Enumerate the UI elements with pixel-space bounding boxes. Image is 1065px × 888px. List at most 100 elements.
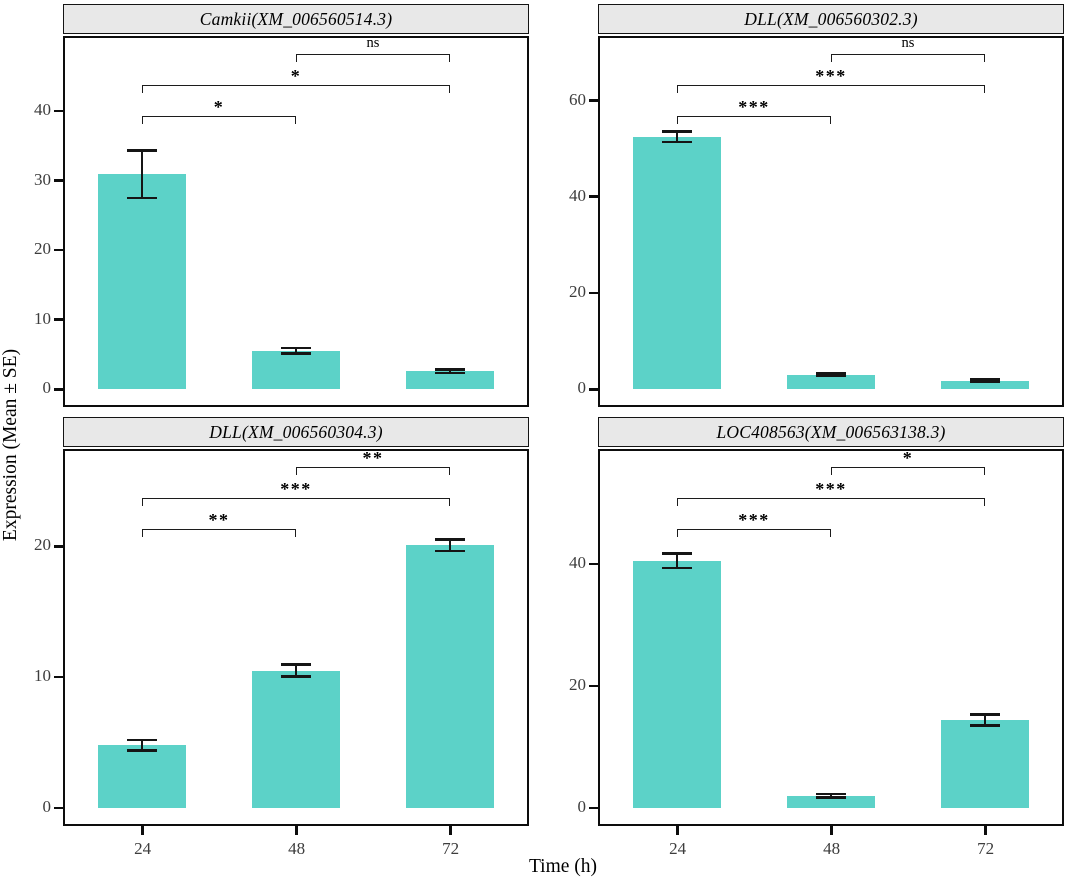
significance-label: **: [362, 447, 384, 468]
error-bar-cap: [816, 372, 846, 375]
significance-label: ***: [738, 96, 770, 117]
facet-dll-304: DLL(XM_006560304.3) 0 10 20 ** *** ** 24 48 72: [34, 417, 529, 870]
error-bar-line: [295, 348, 297, 354]
error-bar-cap: [662, 140, 692, 144]
significance-bracket-end: [831, 54, 833, 62]
facet-strip: DLL(XM_006560302.3): [598, 4, 1064, 34]
y-axis-tick: [588, 806, 598, 810]
significance-label: *: [213, 96, 225, 117]
y-axis-tick-label: 10: [34, 666, 51, 686]
error-bar-line: [295, 664, 297, 677]
error-bar-cap: [435, 368, 465, 371]
error-bar-cap: [281, 346, 311, 350]
y-axis-tick-label: 20: [34, 535, 51, 555]
significance-label: ***: [815, 478, 847, 499]
bar-24h: [98, 174, 186, 390]
significance-bracket-end: [677, 116, 679, 124]
error-bar-cap: [127, 749, 157, 752]
significance-label: *: [902, 447, 914, 468]
significance-bracket: [677, 529, 831, 531]
error-bar-line: [449, 369, 451, 373]
significance-bracket-end: [983, 85, 985, 93]
bar-24h: [633, 136, 721, 390]
significance-label: ***: [280, 478, 312, 499]
y-axis-tick: [53, 545, 63, 548]
error-bar-cap: [816, 792, 846, 796]
significance-bracket: [677, 498, 985, 500]
bar-72h: [406, 371, 494, 390]
y-axis-tick-label: 30: [34, 169, 51, 189]
y-axis-tick: [588, 291, 598, 295]
y-axis-tick-label: 40: [569, 553, 586, 573]
significance-bracket-end: [294, 529, 296, 537]
y-axis-tick: [588, 562, 598, 566]
plot-panel: 0 20 40 * *** ***: [569, 447, 1064, 826]
error-bar-cap: [435, 537, 465, 541]
significance-bracket-end: [448, 54, 450, 62]
plot-panel: 0 20 40 60 ns *** ***: [569, 35, 1064, 407]
significance-label: *: [290, 65, 302, 86]
bar-72h: [941, 720, 1029, 808]
significance-label: ***: [738, 509, 770, 530]
significance-bracket: [831, 54, 985, 56]
x-axis: 24 48 72: [63, 826, 529, 870]
y-axis-tick-label: 0: [42, 797, 52, 817]
error-bar-cap: [970, 378, 1000, 381]
x-axis: 24 48 72: [598, 826, 1064, 870]
significance-bracket-end: [142, 116, 144, 124]
y-axis-tick: [53, 179, 63, 182]
significance-bracket-end: [829, 116, 831, 124]
y-axis-tick-label: 20: [34, 239, 51, 259]
significance-bracket-end: [677, 498, 679, 506]
error-bar-cap: [970, 380, 1000, 383]
facet-title: Camkii(XM_006560514.3): [199, 8, 393, 29]
facet-dll-302: DLL(XM_006560302.3) 0 20 40 60 ns *** ***: [569, 4, 1064, 407]
error-bar-cap: [970, 724, 1000, 727]
significance-bracket-end: [448, 85, 450, 93]
x-axis-tick-label: 24: [134, 839, 152, 858]
y-axis-tick-label: 40: [569, 185, 586, 205]
error-bar-cap: [127, 149, 157, 152]
y-axis-tick: [53, 387, 63, 391]
error-bar-cap: [816, 796, 846, 799]
y-axis-tick-label: 20: [569, 675, 586, 695]
significance-bracket-end: [983, 467, 985, 475]
x-axis-tick-label: 72: [442, 839, 460, 858]
x-axis-tick-label: 48: [823, 839, 841, 858]
significance-bracket-end: [677, 85, 679, 93]
bar-24h: [633, 560, 721, 808]
y-axis-tick-label: 60: [569, 89, 586, 109]
error-bar-line: [676, 553, 678, 569]
significance-bracket-end: [677, 529, 679, 537]
error-bar-cap: [816, 374, 846, 378]
error-bar-line: [449, 539, 451, 552]
y-axis-tick-label: 0: [42, 378, 52, 398]
y-axis-tick-label: 40: [34, 100, 51, 120]
x-axis-tick: [141, 826, 144, 835]
x-axis-tick-label: 24: [669, 839, 687, 858]
significance-bracket-end: [294, 116, 296, 124]
x-axis-tick: [295, 826, 298, 835]
facet-strip: LOC408563(XM_006563138.3): [598, 417, 1064, 447]
bar-48h: [787, 374, 875, 390]
x-axis-tick-label: 48: [288, 839, 306, 858]
facet-strip: Camkii(XM_006560514.3): [63, 4, 529, 34]
significance-bracket-end: [983, 54, 985, 62]
x-axis-title: Time (h): [528, 856, 598, 877]
significance-bracket: [296, 467, 450, 469]
error-bar-cap: [281, 675, 311, 678]
significance-bracket: [142, 85, 450, 87]
facet-title: DLL(XM_006560302.3): [744, 8, 918, 29]
x-axis-tick: [449, 826, 452, 835]
error-bar-line: [676, 131, 678, 142]
error-bar-line: [830, 793, 832, 798]
error-bar-cap: [435, 371, 465, 375]
significance-bracket-end: [831, 467, 833, 475]
plot-panel: 0 10 20 30 40 ns * *: [34, 35, 529, 407]
error-bar-cap: [435, 549, 465, 553]
significance-label: **: [208, 509, 230, 530]
bar-48h: [252, 670, 340, 808]
y-axis-tick: [588, 684, 598, 688]
error-bar-cap: [662, 130, 692, 133]
